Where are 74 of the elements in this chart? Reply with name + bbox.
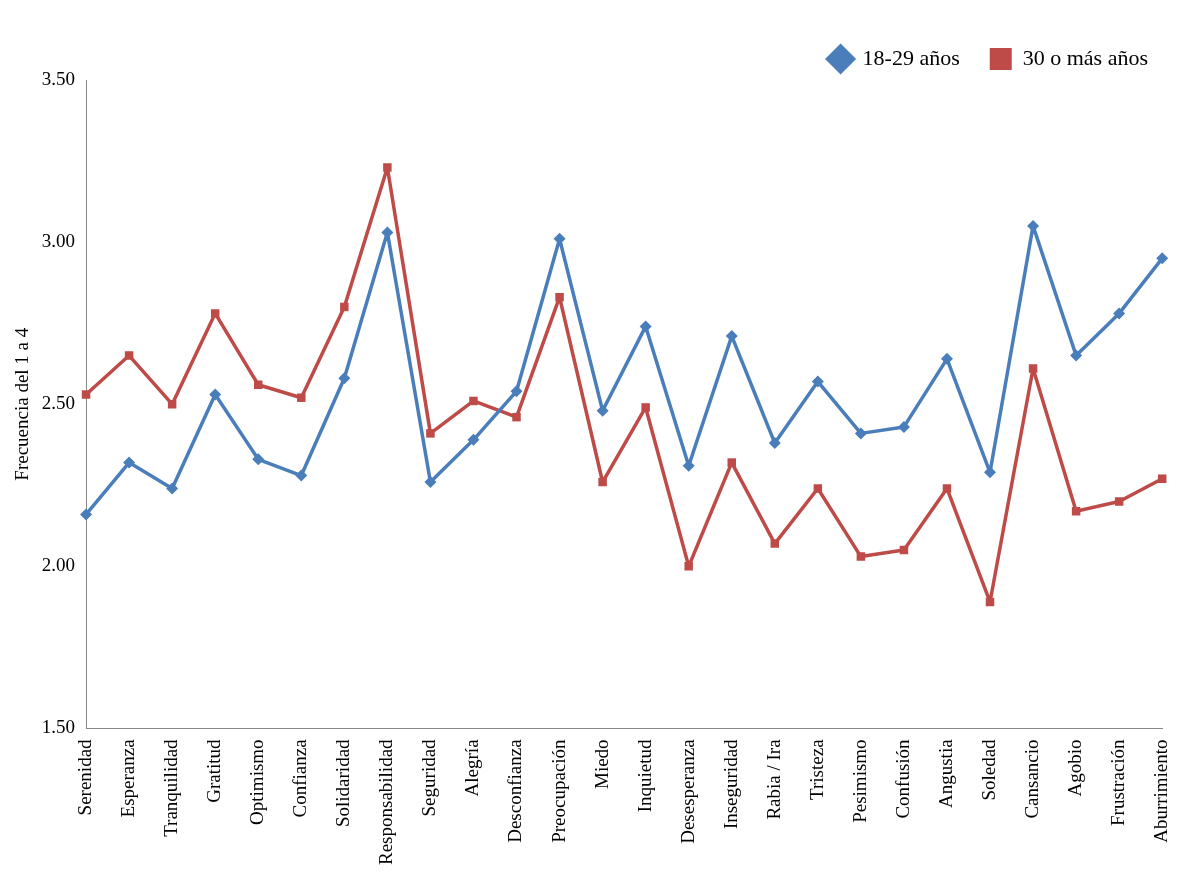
point [596,404,609,417]
point [469,396,478,406]
point [123,456,136,469]
x-tick-label: Miedo [590,739,612,790]
y-tick-label: 1.50 [41,716,76,738]
y-tick-label: 3.50 [41,67,76,89]
point [209,388,222,401]
y-tick-label: 2.50 [41,392,76,414]
point [1114,497,1124,506]
point [727,458,736,467]
x-tick-label: Frustración [1107,738,1129,826]
legend-label: 30 o más años [1022,44,1148,70]
x-tick-label: Responsabilidad [375,738,397,866]
point [725,330,738,343]
point [512,412,521,422]
point [295,469,308,482]
x-tick-label: Serenidad [74,738,96,816]
point [1070,349,1083,362]
point [166,482,179,495]
point [80,508,93,521]
point [210,309,220,318]
y-tick-label: 2.00 [41,554,76,576]
y-axis-title: Frecuencia del 1 a 4 [11,327,33,481]
x-tick-label: Confusión [891,738,913,819]
point [297,393,306,402]
x-tick-label: Rabia / Ira [762,738,784,820]
x-tick-label: Angustia [934,738,956,809]
x-tick-label: Cansancio [1021,739,1043,819]
point [424,476,437,489]
x-tick-label: Agobio [1064,739,1086,797]
point [426,429,435,438]
point [598,477,607,487]
x-tick-label: Aburrimiento [1150,739,1172,843]
x-tick-label: Gratitud [203,738,225,803]
point [940,352,953,365]
x-tick-label: Inseguridad [719,738,741,830]
x-tick-label: Desesperanza [676,738,698,844]
point [555,292,564,302]
point [340,302,349,312]
point [252,453,265,466]
x-tick-label: Confianza [289,738,311,818]
x-tick-label: Desconfianza [504,738,526,843]
point [813,484,823,493]
x-tick-label: Solidaridad [332,738,354,828]
point [1156,252,1169,265]
point [124,351,134,360]
point [383,163,392,172]
point [684,562,693,571]
legend-label: 18-29 años [862,44,960,70]
point [1113,307,1126,320]
point [942,484,952,493]
point [856,552,866,561]
x-tick-label: Alegría [461,738,483,797]
point [81,390,91,399]
point [770,539,780,548]
x-tick-label: Preocupación [547,738,569,843]
x-tick-label: Tranquilidad [160,738,182,837]
point [1028,364,1038,373]
x-tick-label: Inquietud [633,738,655,813]
point [510,385,523,398]
x-tick-label: Optimismo [246,739,268,825]
point [338,372,351,385]
point [854,427,867,440]
x-tick-label: Tristeza [805,738,827,800]
y-tick-label: 3.00 [41,230,76,252]
point [811,375,824,388]
point [641,403,650,412]
x-tick-label: Pesimismo [848,739,870,823]
point [768,437,781,450]
point [639,320,652,333]
x-tick-label: Soledad [978,738,999,801]
x-tick-label: Seguridad [418,738,440,817]
point [467,433,480,446]
x-tick-label: Esperanza [117,738,139,818]
